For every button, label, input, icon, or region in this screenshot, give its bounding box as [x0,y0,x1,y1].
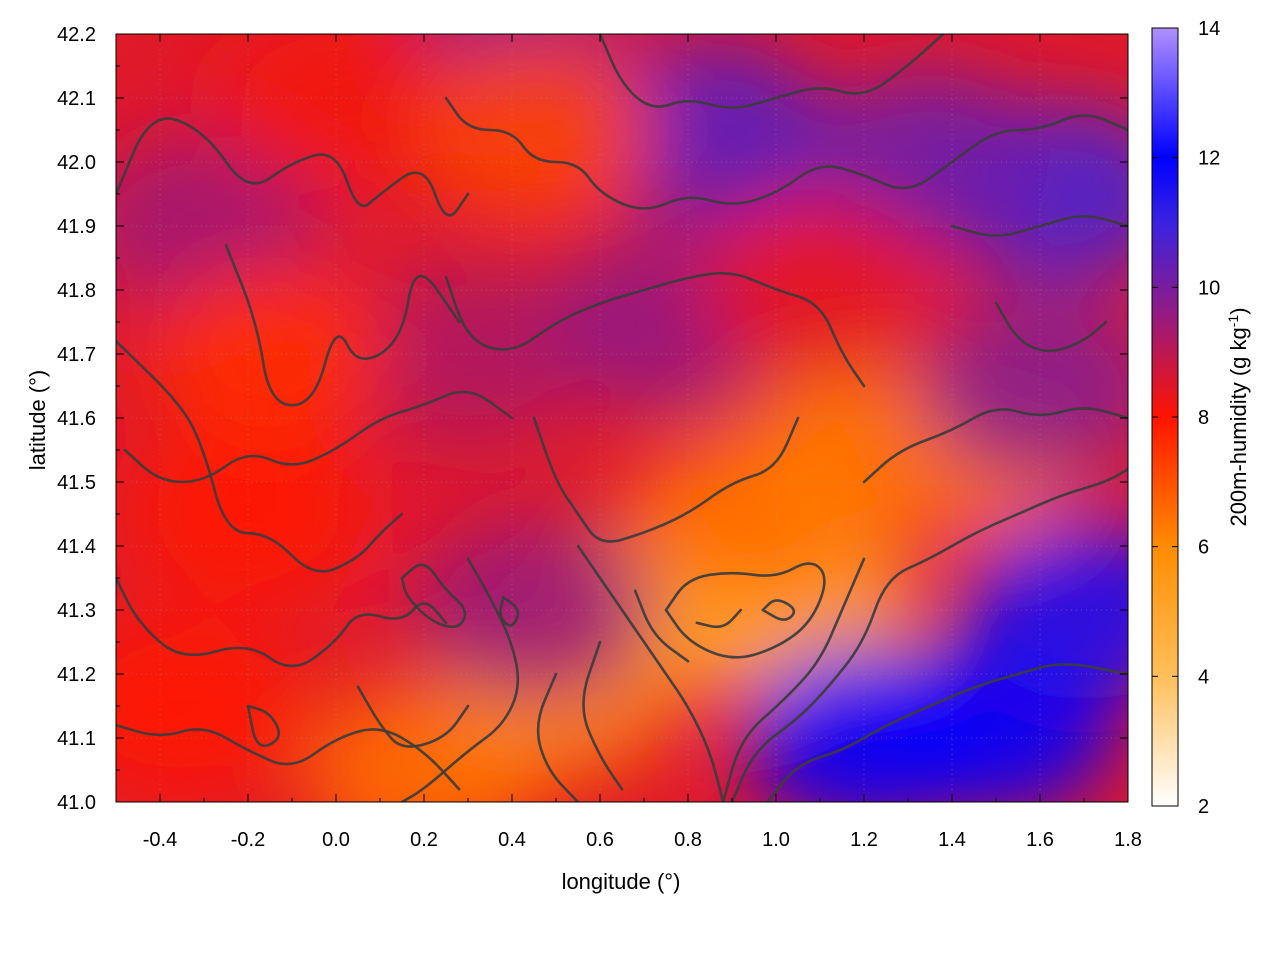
colorbar-tick-label: 2 [1198,796,1209,818]
colorbar-ticks: 2 4 6 8 10 12 14 [1152,18,1220,818]
contour-line [862,407,1128,484]
contour-line [761,599,796,621]
y-tick-label: 41.6 [57,408,96,430]
y-tick-label: 41.9 [57,216,96,238]
x-tick-label: 0.2 [410,829,438,851]
humidity-region [590,40,830,220]
x-tick-label: 0.8 [674,829,702,851]
x-tick-label: 1.8 [1114,829,1142,851]
humidity-region [216,34,456,188]
colorbar: 2 4 6 8 10 12 14 200m-humidity (g kg-1) [1151,18,1251,818]
x-tick-label: -0.2 [231,829,265,851]
contour-line [633,589,690,663]
colorbar-title-main: 200m-humidity (g kg [1226,327,1251,526]
colorbar-title-superscript: -1 [1225,315,1241,328]
contour-line [576,544,725,802]
colorbar-tick-label: 10 [1198,277,1220,299]
contour-line [765,663,1128,802]
colorbar-tick-label: 6 [1198,537,1209,559]
contour-lines [116,34,1128,802]
humidity-region [414,520,654,700]
humidity-region [700,200,940,380]
colorbar-title: 200m-humidity (g kg-1) [1225,307,1251,526]
contour-line [400,563,467,629]
contour-line [499,595,520,627]
humidity-region [150,264,390,444]
humidity-region [116,616,302,796]
contour-line [536,672,580,802]
contour-line [116,117,470,217]
y-tick-label: 42.0 [57,152,96,174]
x-tick-label: -0.4 [143,829,177,851]
plot-area [116,34,1128,802]
humidity-region [920,296,1128,476]
x-tick-label: 1.6 [1026,829,1054,851]
contour-line [950,215,1128,237]
humidity-region [810,72,1050,252]
contour-line [598,34,945,109]
y-tick-label: 41.8 [57,280,96,302]
x-tick-label: 0.4 [498,829,526,851]
contour-line [730,467,1128,802]
x-tick-label: 1.2 [850,829,878,851]
contour-line [123,390,514,484]
contour-line [246,704,281,748]
grid-lines [116,34,1128,802]
contour-line [994,301,1108,353]
x-tick-label: 0.0 [322,829,350,851]
colorbar-tick-label: 4 [1198,666,1209,688]
contour-line [356,685,470,748]
x-tick-label: 1.0 [762,829,790,851]
colorbar-tick-label: 8 [1198,407,1209,429]
y-tick-label: 41.5 [57,472,96,494]
colorbar-tick-label: 12 [1198,148,1220,170]
contour-line [400,557,520,802]
humidity-field [116,34,1128,802]
contour-line [116,723,461,791]
contour-line [582,640,624,791]
y-tick-label: 41.0 [57,792,96,814]
y-tick-label: 41.2 [57,664,96,686]
contour-line [224,243,461,407]
contour-line [116,339,404,573]
x-axis: -0.4 -0.2 0.0 0.2 0.4 0.6 0.8 1.0 1.2 1.4 1.6 1.8 [115,34,1142,851]
contour-line [721,557,866,802]
contour-line [695,608,743,629]
humidity-region [414,40,654,220]
x-tick-label: 1.4 [938,829,966,851]
contour-line [444,271,866,388]
y-axis: 41.0 41.1 41.2 41.3 41.4 41.5 41.6 41.7 41.8 41.9… [57,24,1128,814]
y-tick-label: 41.1 [57,728,96,750]
y-tick-label: 41.7 [57,344,96,366]
colorbar-tick-label: 14 [1198,18,1220,40]
y-axis-title: latitude (°) [25,370,50,471]
contour-line [664,562,826,659]
x-axis-title: longitude (°) [562,869,681,894]
y-tick-label: 41.4 [57,536,96,558]
contour-line [116,576,448,668]
contour-line [532,416,800,543]
y-tick-label: 42.2 [57,24,96,46]
colorbar-title-close: ) [1226,307,1251,314]
contour-line [444,96,1128,210]
x-tick-label: 0.6 [586,829,614,851]
y-tick-label: 41.3 [57,600,96,622]
y-tick-label: 42.1 [57,88,96,110]
